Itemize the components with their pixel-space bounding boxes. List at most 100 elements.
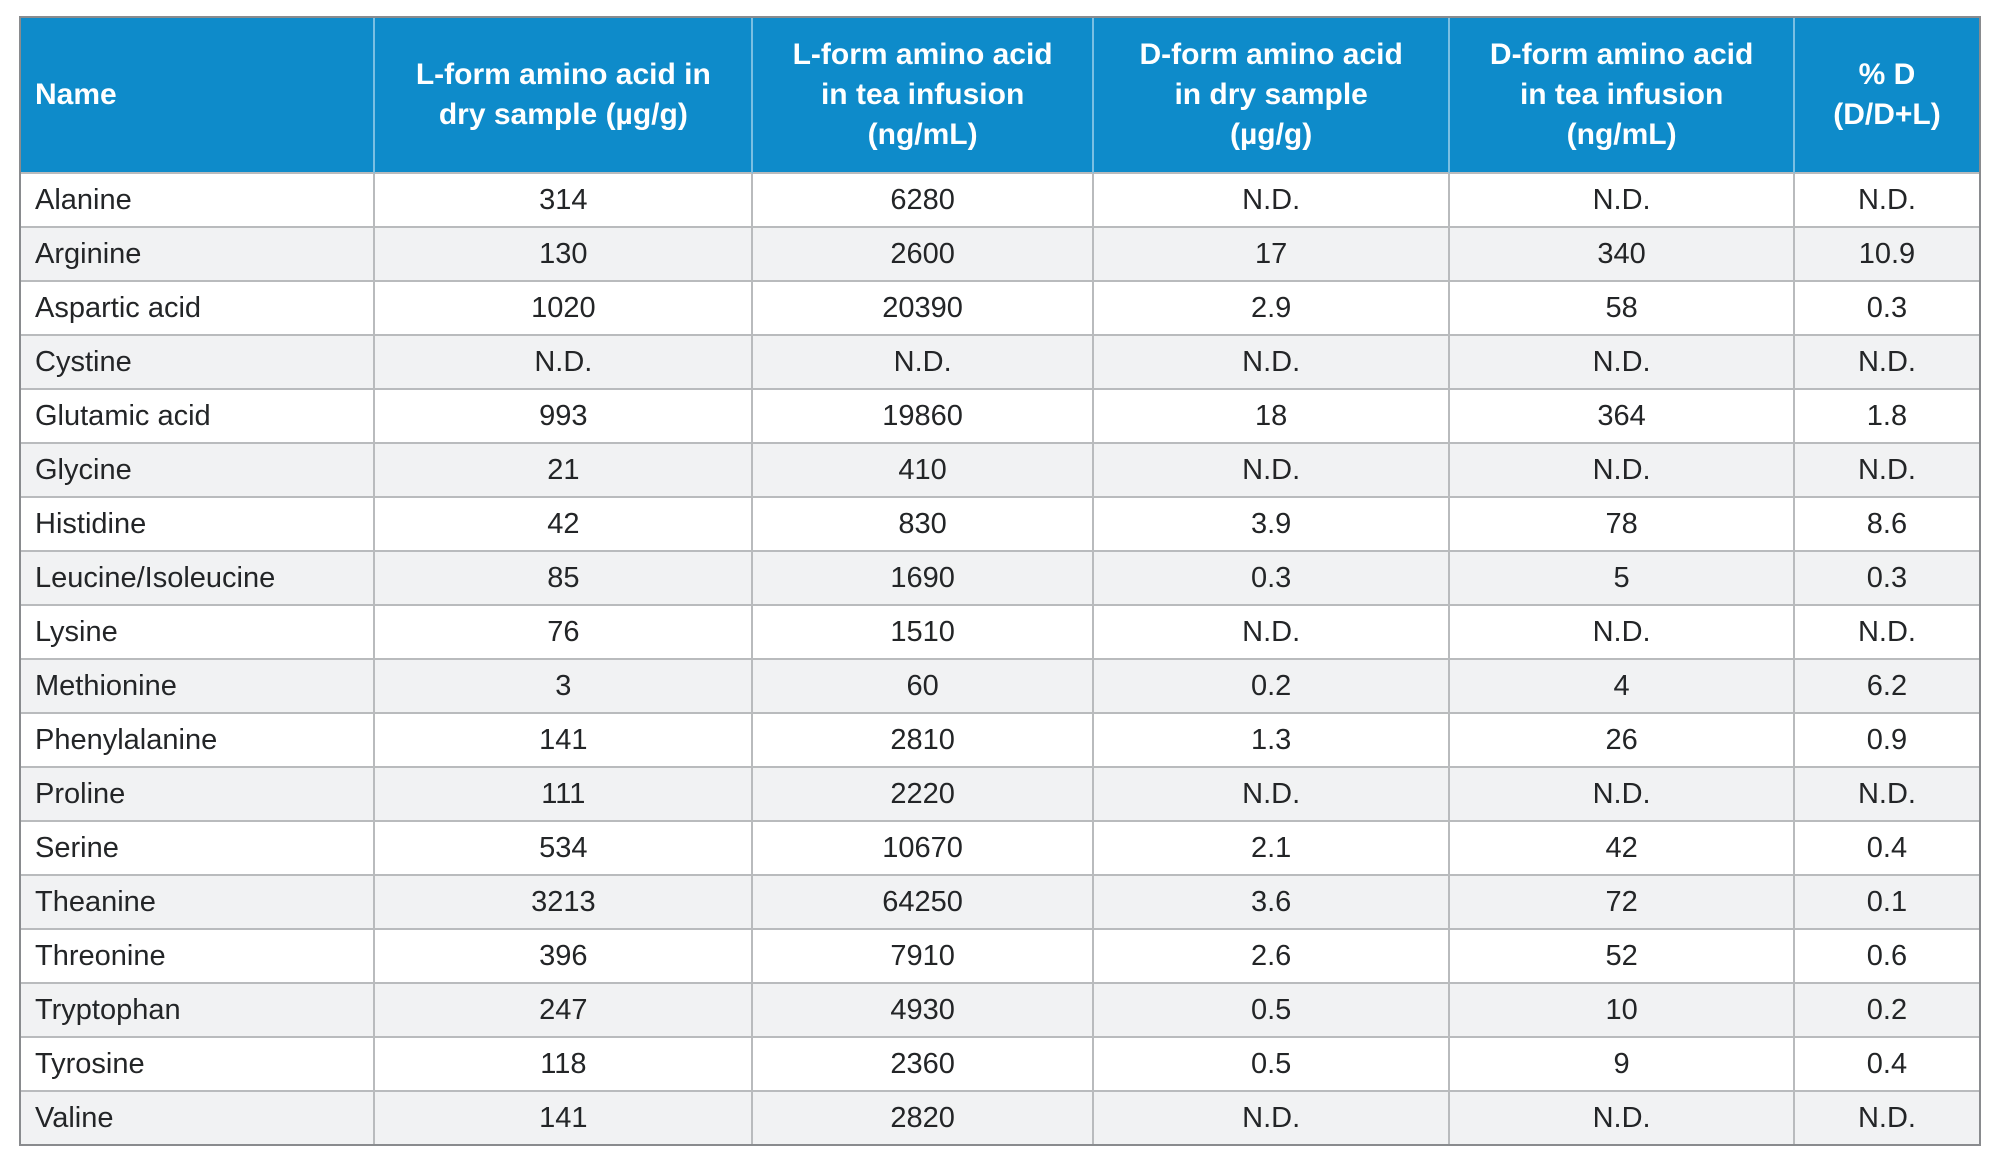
table-row: Serine 534 10670 2.1 42 0.4	[21, 822, 1979, 876]
value-cell-pct_d: 0.6	[1794, 930, 1979, 984]
amino-acid-name-cell: Phenylalanine	[21, 714, 376, 768]
column-header-l_dry: L-form amino acid in dry sample (µg/g)	[375, 18, 754, 174]
value-cell-l_tea: 2600	[753, 228, 1094, 282]
value-cell-d_dry: N.D.	[1093, 768, 1451, 822]
value-cell-l_tea: 1510	[753, 606, 1094, 660]
amino-acid-name-cell: Histidine	[21, 498, 376, 552]
amino-acid-name-cell: Tyrosine	[21, 1038, 376, 1092]
value-cell-d_tea: 58	[1450, 282, 1795, 336]
value-cell-d_tea: 78	[1450, 498, 1795, 552]
table-row: Cystine N.D. N.D. N.D. N.D. N.D.	[21, 336, 1979, 390]
table-row: Phenylalanine 141 2810 1.3 26 0.9	[21, 714, 1979, 768]
table-row: Proline 111 2220 N.D. N.D. N.D.	[21, 768, 1979, 822]
value-cell-d_dry: N.D.	[1094, 1092, 1451, 1144]
value-cell-d_tea: 52	[1450, 930, 1795, 984]
value-cell-d_tea: 5	[1450, 552, 1795, 606]
amino-acid-name-cell: Threonine	[21, 930, 376, 984]
value-cell-pct_d: 0.3	[1794, 552, 1979, 606]
amino-acid-name-cell: Glycine	[21, 444, 376, 498]
value-cell-pct_d: N.D.	[1794, 444, 1979, 498]
column-header-name: Name	[21, 18, 376, 174]
value-cell-pct_d: 0.4	[1794, 1038, 1979, 1092]
column-header-d_dry: D-form amino acid in dry sample (µg/g)	[1093, 18, 1451, 174]
amino-acid-name-cell: Alanine	[21, 174, 376, 228]
value-cell-d_tea: 9	[1450, 1038, 1795, 1092]
value-cell-d_tea: N.D.	[1450, 606, 1795, 660]
value-cell-d_dry: 0.5	[1093, 1038, 1451, 1092]
value-cell-d_dry: 17	[1093, 228, 1451, 282]
amino-acid-name-cell: Lysine	[21, 606, 376, 660]
value-cell-pct_d: 8.6	[1794, 498, 1979, 552]
table-row: Tyrosine 118 2360 0.5 9 0.4	[21, 1038, 1979, 1092]
value-cell-l_dry: 3	[375, 660, 754, 714]
value-cell-d_tea: N.D.	[1450, 444, 1795, 498]
value-cell-d_dry: 0.5	[1093, 984, 1451, 1038]
column-header-d_tea: D-form amino acid in tea infusion (ng/mL…	[1450, 18, 1795, 174]
value-cell-d_dry: N.D.	[1093, 174, 1451, 228]
value-cell-l_dry: 130	[375, 228, 754, 282]
value-cell-l_tea: 10670	[753, 822, 1094, 876]
value-cell-l_dry: 118	[375, 1038, 754, 1092]
value-cell-d_dry: 3.6	[1093, 876, 1451, 930]
value-cell-l_tea: 1690	[753, 552, 1094, 606]
value-cell-l_dry: 396	[375, 930, 754, 984]
value-cell-d_dry: 3.9	[1093, 498, 1451, 552]
table-row: Histidine 42 830 3.9 78 8.6	[21, 498, 1979, 552]
value-cell-d_dry: 2.6	[1093, 930, 1451, 984]
value-cell-pct_d: N.D.	[1794, 768, 1979, 822]
value-cell-l_tea: 20390	[753, 282, 1094, 336]
value-cell-l_tea: 830	[753, 498, 1094, 552]
value-cell-l_dry: 21	[375, 444, 754, 498]
value-cell-l_dry: 993	[375, 390, 754, 444]
value-cell-pct_d: N.D.	[1794, 174, 1979, 228]
value-cell-pct_d: 0.2	[1794, 984, 1979, 1038]
value-cell-pct_d: N.D.	[1857, 1101, 1916, 1134]
value-cell-l_tea: 4930	[753, 984, 1094, 1038]
value-cell-d_dry: N.D.	[1093, 606, 1451, 660]
amino-acid-name-cell: Leucine/Isoleucine	[21, 552, 376, 606]
column-header-l_tea: L-form amino acid in tea infusion (ng/mL…	[753, 18, 1094, 174]
value-cell-l_tea: 2220	[753, 768, 1094, 822]
value-cell-pct_d: 0.3	[1794, 282, 1979, 336]
value-cell-d_tea: N.D.	[1450, 336, 1795, 390]
value-cell-d_tea: 26	[1450, 714, 1795, 768]
amino-acid-name-cell: Proline	[21, 768, 376, 822]
value-cell-l_dry: 141	[375, 714, 754, 768]
value-cell-d_tea: N.D.	[1450, 768, 1795, 822]
value-cell-d_dry: 2.9	[1093, 282, 1451, 336]
value-cell-d_tea: 340	[1450, 228, 1795, 282]
value-cell-d_tea: N.D.	[1450, 174, 1795, 228]
value-cell-d_dry: 0.3	[1093, 552, 1451, 606]
table-row: Glycine 21 410 N.D. N.D. N.D.	[21, 444, 1979, 498]
value-cell-l_dry: 247	[375, 984, 754, 1038]
value-cell-l_tea: 2810	[753, 714, 1094, 768]
amino-acid-name-cell: Valine	[21, 1092, 376, 1144]
value-cell-pct_d: N.D.	[1794, 336, 1979, 390]
amino-acid-name-cell: Tryptophan	[21, 984, 376, 1038]
table-frame: Name L-form amino acid in dry sample (µg/…	[19, 16, 1981, 1146]
amino-acid-name-cell: Arginine	[21, 228, 376, 282]
value-cell-l_dry: 1020	[375, 282, 754, 336]
header-row: Name L-form amino acid in dry sample (µg/…	[21, 18, 1979, 174]
value-cell-d_tea: 4	[1450, 660, 1795, 714]
value-cell-l_tea: 2360	[753, 1038, 1094, 1092]
value-cell-l_dry: N.D.	[375, 336, 754, 390]
value-cell-pct_d: 10.9	[1794, 228, 1979, 282]
value-cell-l_tea: 7910	[753, 930, 1094, 984]
value-cell-d_tea: 42	[1450, 822, 1795, 876]
value-cell-l_dry: 76	[375, 606, 754, 660]
amino-acid-name-cell: Aspartic acid	[21, 282, 376, 336]
table-row: Leucine/Isoleucine 85 1690 0.3 5 0.3	[21, 552, 1979, 606]
value-cell-l_dry: 141	[375, 1092, 754, 1144]
value-cell-l_tea: 19860	[753, 390, 1094, 444]
table-row: Alanine 314 6280 N.D. N.D. N.D.	[21, 174, 1979, 228]
value-cell-pct_d: 0.1	[1794, 876, 1979, 930]
table-row: Aspartic acid 1020 20390 2.9 58 0.3	[21, 282, 1979, 336]
table-row: Arginine 130 2600 17 340 10.9	[21, 228, 1979, 282]
amino-acid-name-cell: Methionine	[21, 660, 376, 714]
value-cell-pct_d: N.D.	[1794, 606, 1979, 660]
value-cell-l_dry: 314	[375, 174, 754, 228]
value-cell-d_dry: 2.1	[1093, 822, 1451, 876]
amino-acid-name-cell: Cystine	[21, 336, 376, 390]
value-cell-l_tea: 64250	[753, 876, 1094, 930]
